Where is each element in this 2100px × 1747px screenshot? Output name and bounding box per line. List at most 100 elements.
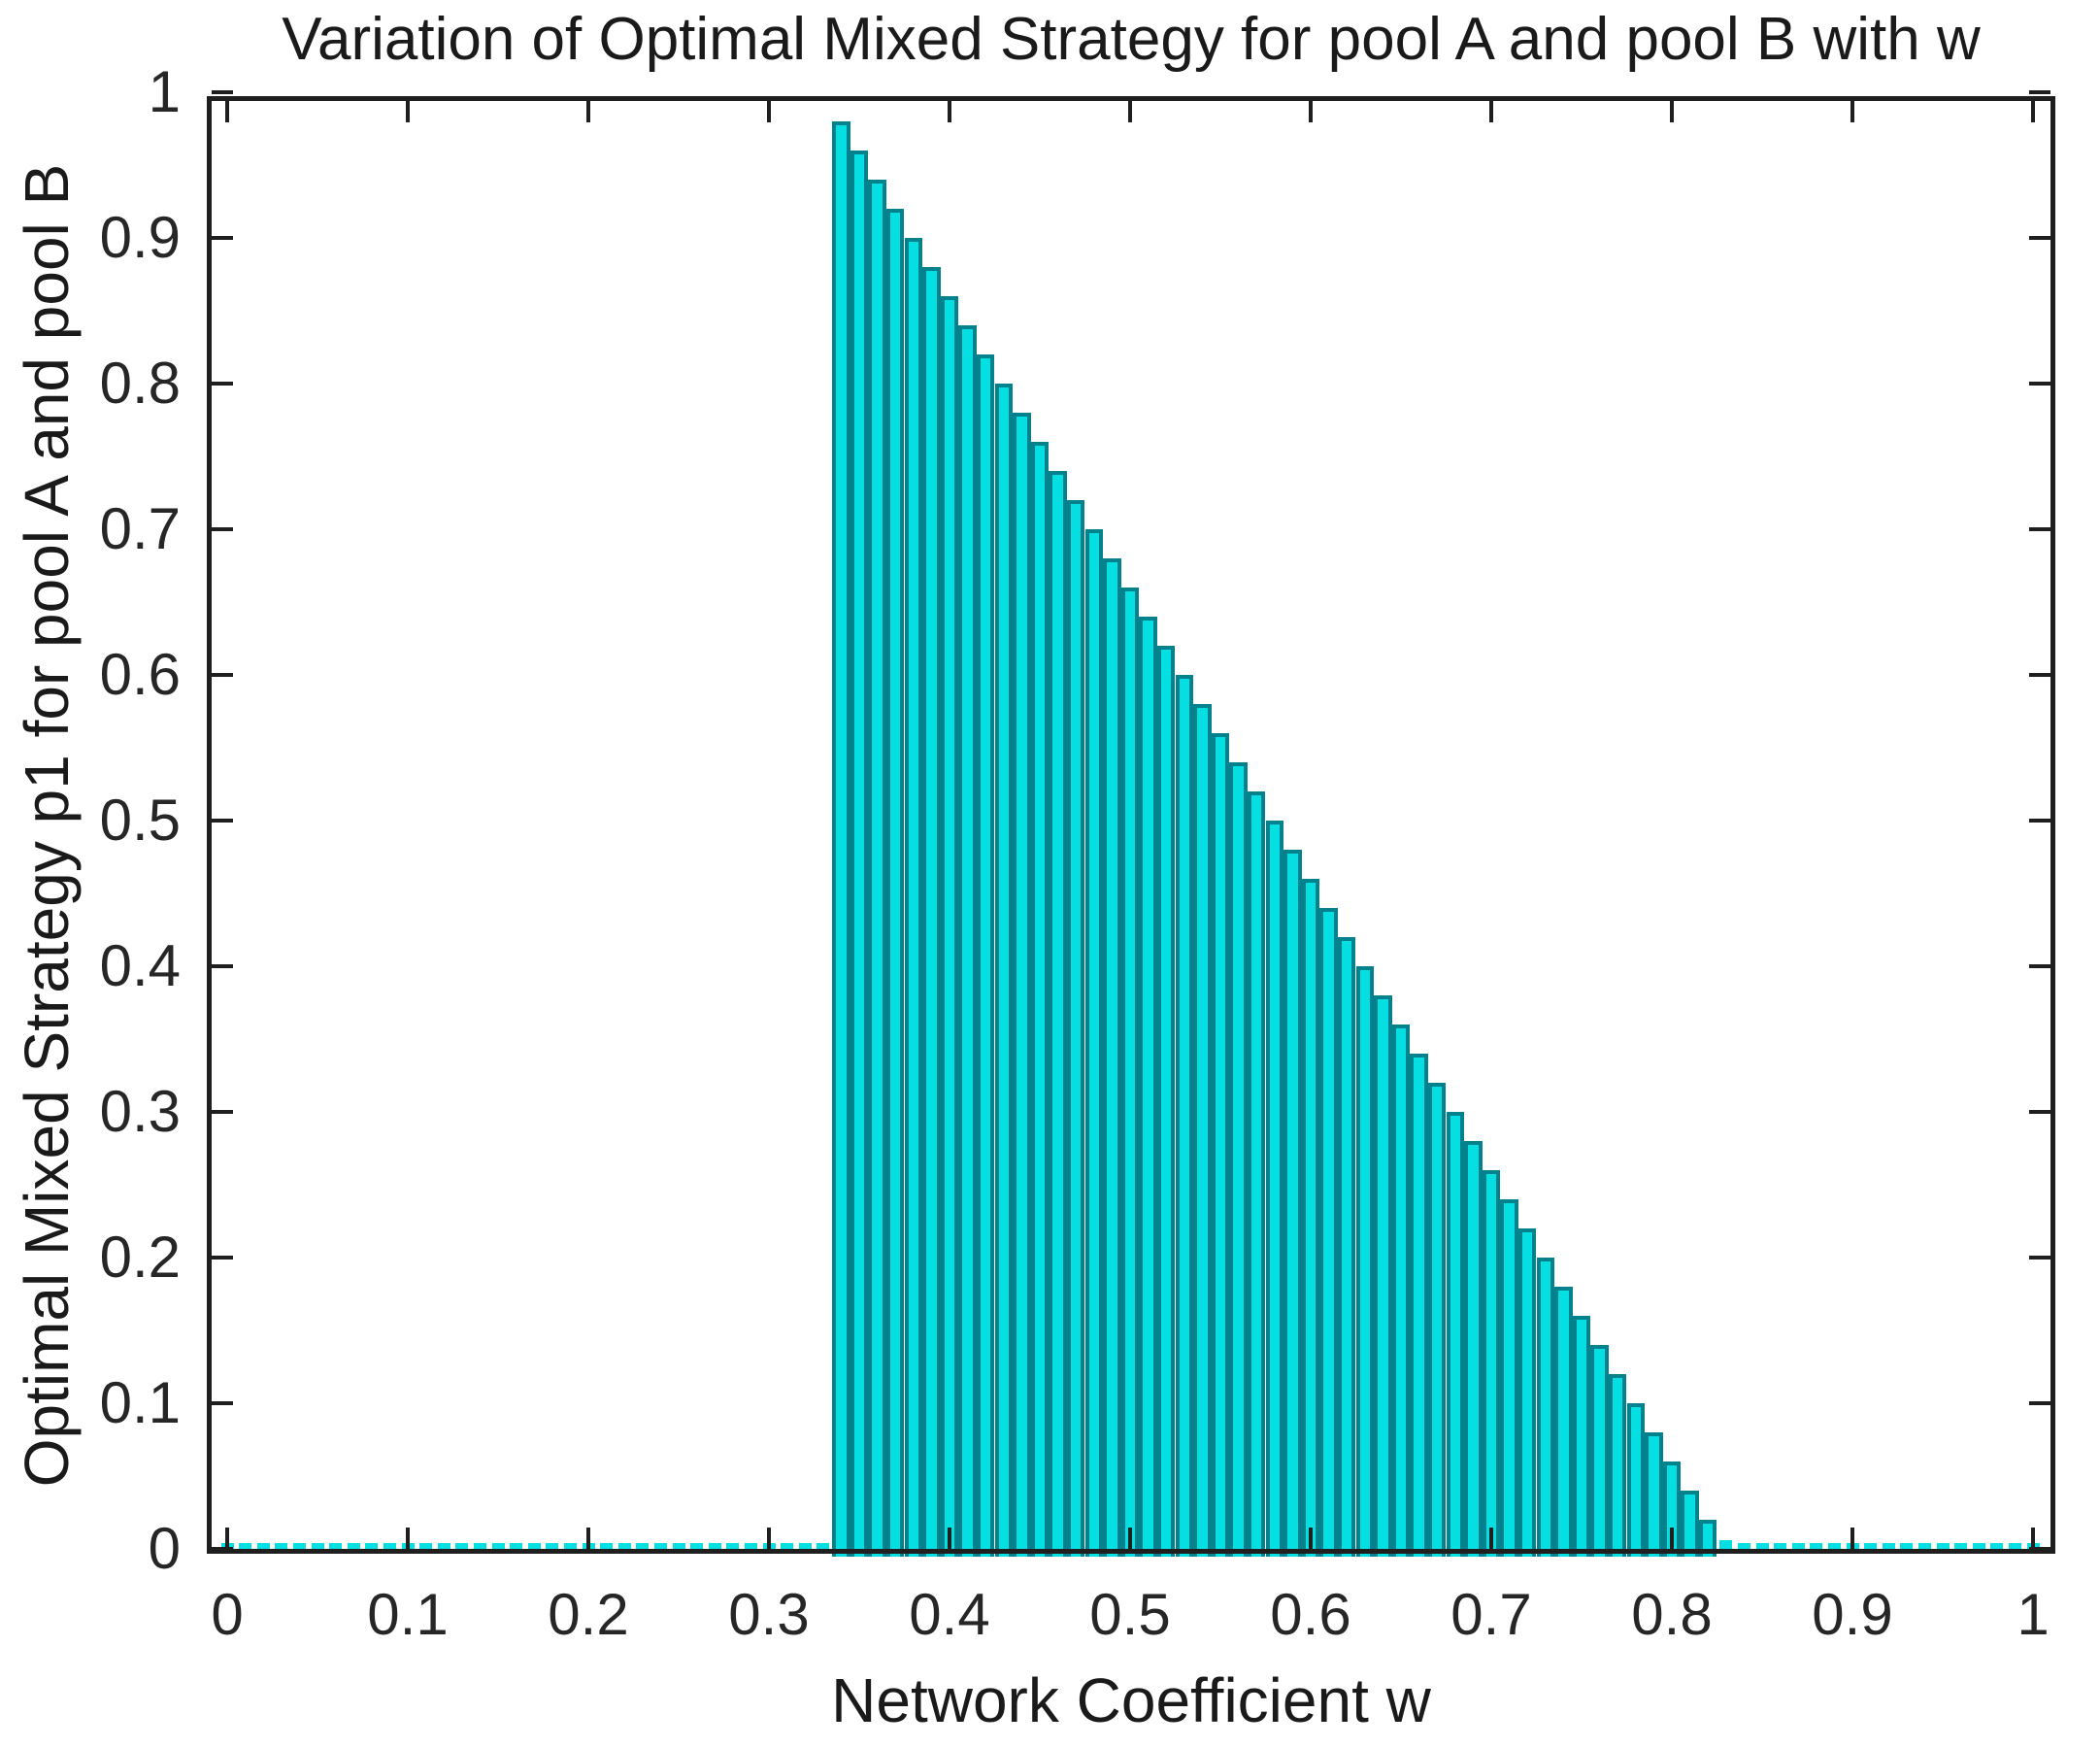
bar (1283, 850, 1302, 1557)
bar (2008, 1543, 2021, 1552)
tick-mark (212, 527, 233, 531)
tick-mark (2029, 1256, 2050, 1260)
bar (1608, 1374, 1627, 1557)
tick-mark (225, 101, 229, 122)
tick-mark (2029, 527, 2050, 531)
bar (1936, 1543, 1950, 1552)
tick-mark (767, 101, 771, 122)
bar (636, 1543, 650, 1552)
y-tick-label: 0.8 (99, 351, 181, 416)
bar (1156, 646, 1176, 1557)
tick-mark (212, 236, 233, 240)
tick-mark (2029, 673, 2050, 677)
bar (437, 1543, 450, 1552)
tick-mark (2029, 1401, 2050, 1405)
y-tick-label: 0.3 (99, 1079, 181, 1144)
bar (563, 1543, 577, 1552)
bar (1464, 1141, 1483, 1557)
bar (798, 1543, 812, 1552)
bar (690, 1543, 704, 1552)
bar (365, 1543, 379, 1552)
bar (1500, 1199, 1518, 1557)
bar (1662, 1461, 1682, 1557)
bar (708, 1543, 721, 1552)
tick-mark (2031, 1528, 2035, 1549)
tick-mark (1670, 101, 1674, 122)
bar (292, 1543, 306, 1552)
bar (1084, 529, 1104, 1557)
bar (976, 354, 995, 1557)
x-tick-label: 1 (2017, 1582, 2050, 1647)
bar (817, 1543, 830, 1552)
tick-mark (406, 101, 410, 122)
tick-mark (2029, 236, 2050, 240)
bar (672, 1543, 685, 1552)
bar (1954, 1543, 1968, 1552)
bar (1175, 675, 1194, 1557)
tick-mark (2029, 1110, 2050, 1114)
bar (1517, 1228, 1537, 1557)
bar (491, 1543, 505, 1552)
tick-mark (212, 1256, 233, 1260)
bar (1882, 1543, 1895, 1552)
x-tick-label: 0.8 (1631, 1582, 1713, 1647)
bar (1590, 1345, 1609, 1557)
tick-mark (2031, 101, 2035, 122)
bar (1030, 442, 1050, 1557)
bar (1211, 733, 1230, 1557)
y-tick-label: 0.5 (99, 788, 181, 853)
tick-mark (1489, 101, 1493, 122)
y-tick-label: 1 (148, 59, 181, 124)
bar (1103, 558, 1121, 1557)
tick-mark (2029, 964, 2050, 968)
bar (311, 1543, 324, 1552)
bar (1791, 1543, 1805, 1552)
bar (1193, 704, 1212, 1557)
bar (940, 296, 959, 1557)
tick-mark (2029, 90, 2050, 94)
tick-mark (1309, 1528, 1313, 1549)
bar (726, 1543, 740, 1552)
tick-mark (948, 101, 951, 122)
bar (1139, 617, 1157, 1557)
bar (1917, 1543, 1931, 1552)
tick-mark (1850, 1528, 1854, 1549)
tick-mark (212, 382, 233, 386)
bar (1265, 821, 1284, 1557)
x-tick-label: 0.9 (1812, 1582, 1893, 1647)
bar (1427, 1083, 1447, 1557)
y-tick-label: 0.7 (99, 496, 181, 561)
tick-mark (767, 1528, 771, 1549)
bar (473, 1543, 486, 1552)
y-tick-label: 0.1 (99, 1370, 181, 1435)
tick-mark (2029, 819, 2050, 823)
tick-mark (1850, 101, 1854, 122)
bar (1446, 1112, 1465, 1557)
bar (885, 209, 905, 1557)
y-axis-label: Optimal Mixed Strategy p1 for pool A and… (12, 163, 82, 1488)
bar (617, 1543, 631, 1552)
tick-mark (212, 673, 233, 677)
tick-mark (948, 1528, 951, 1549)
bar (1482, 1170, 1501, 1557)
bar (1247, 791, 1266, 1557)
bar (1374, 995, 1392, 1557)
bar (653, 1543, 667, 1552)
bar (1900, 1543, 1914, 1552)
bar (1645, 1432, 1663, 1557)
bar (1681, 1491, 1699, 1557)
tick-mark (225, 1528, 229, 1549)
bar (1972, 1543, 1985, 1552)
tick-mark (1670, 1528, 1674, 1549)
bar (1990, 1543, 2004, 1552)
bar (1120, 588, 1140, 1557)
tick-mark (212, 964, 233, 968)
tick-mark (212, 819, 233, 823)
bar (922, 267, 941, 1557)
x-tick-label: 0.6 (1270, 1582, 1351, 1647)
tick-mark (212, 1110, 233, 1114)
bar (1337, 937, 1356, 1557)
tick-mark (586, 101, 590, 122)
x-tick-label: 0.7 (1450, 1582, 1532, 1647)
bar (546, 1543, 559, 1552)
